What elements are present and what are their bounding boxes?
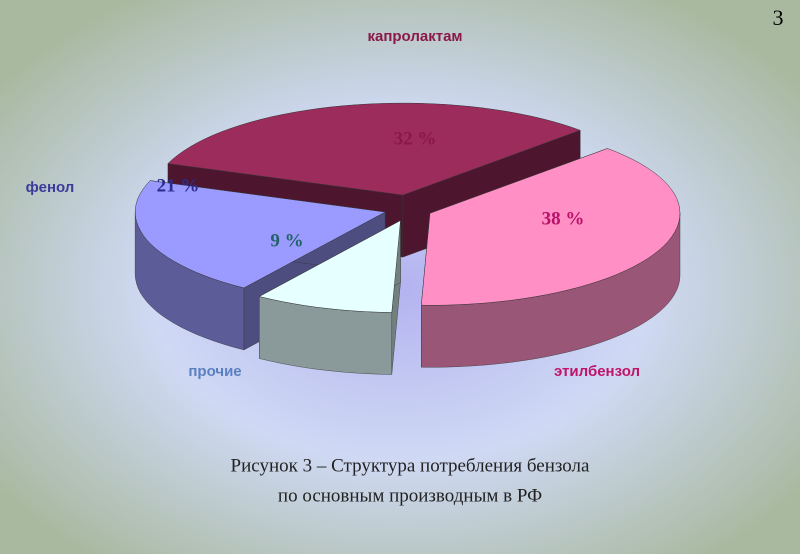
page-number: 3 (773, 5, 784, 30)
category-label: фенол (26, 179, 75, 196)
slice-top (134, 180, 386, 289)
value-label: 9 % (270, 230, 303, 251)
pie-chart (134, 102, 681, 375)
slice (258, 220, 401, 375)
caption-line: Рисунок 3 – Структура потребления бензол… (231, 455, 590, 476)
slice (421, 148, 681, 368)
value-label: 38 % (542, 208, 585, 229)
category-label: этилбензол (554, 363, 640, 380)
caption-line: по основным производным в РФ (278, 485, 542, 506)
slice-top (421, 148, 681, 306)
category-label: капролактам (367, 28, 462, 45)
slice-top (167, 102, 581, 196)
value-label: 21 % (157, 175, 200, 196)
category-label: прочие (188, 363, 241, 380)
slice-top (258, 220, 401, 313)
value-label: 32 % (394, 128, 437, 149)
